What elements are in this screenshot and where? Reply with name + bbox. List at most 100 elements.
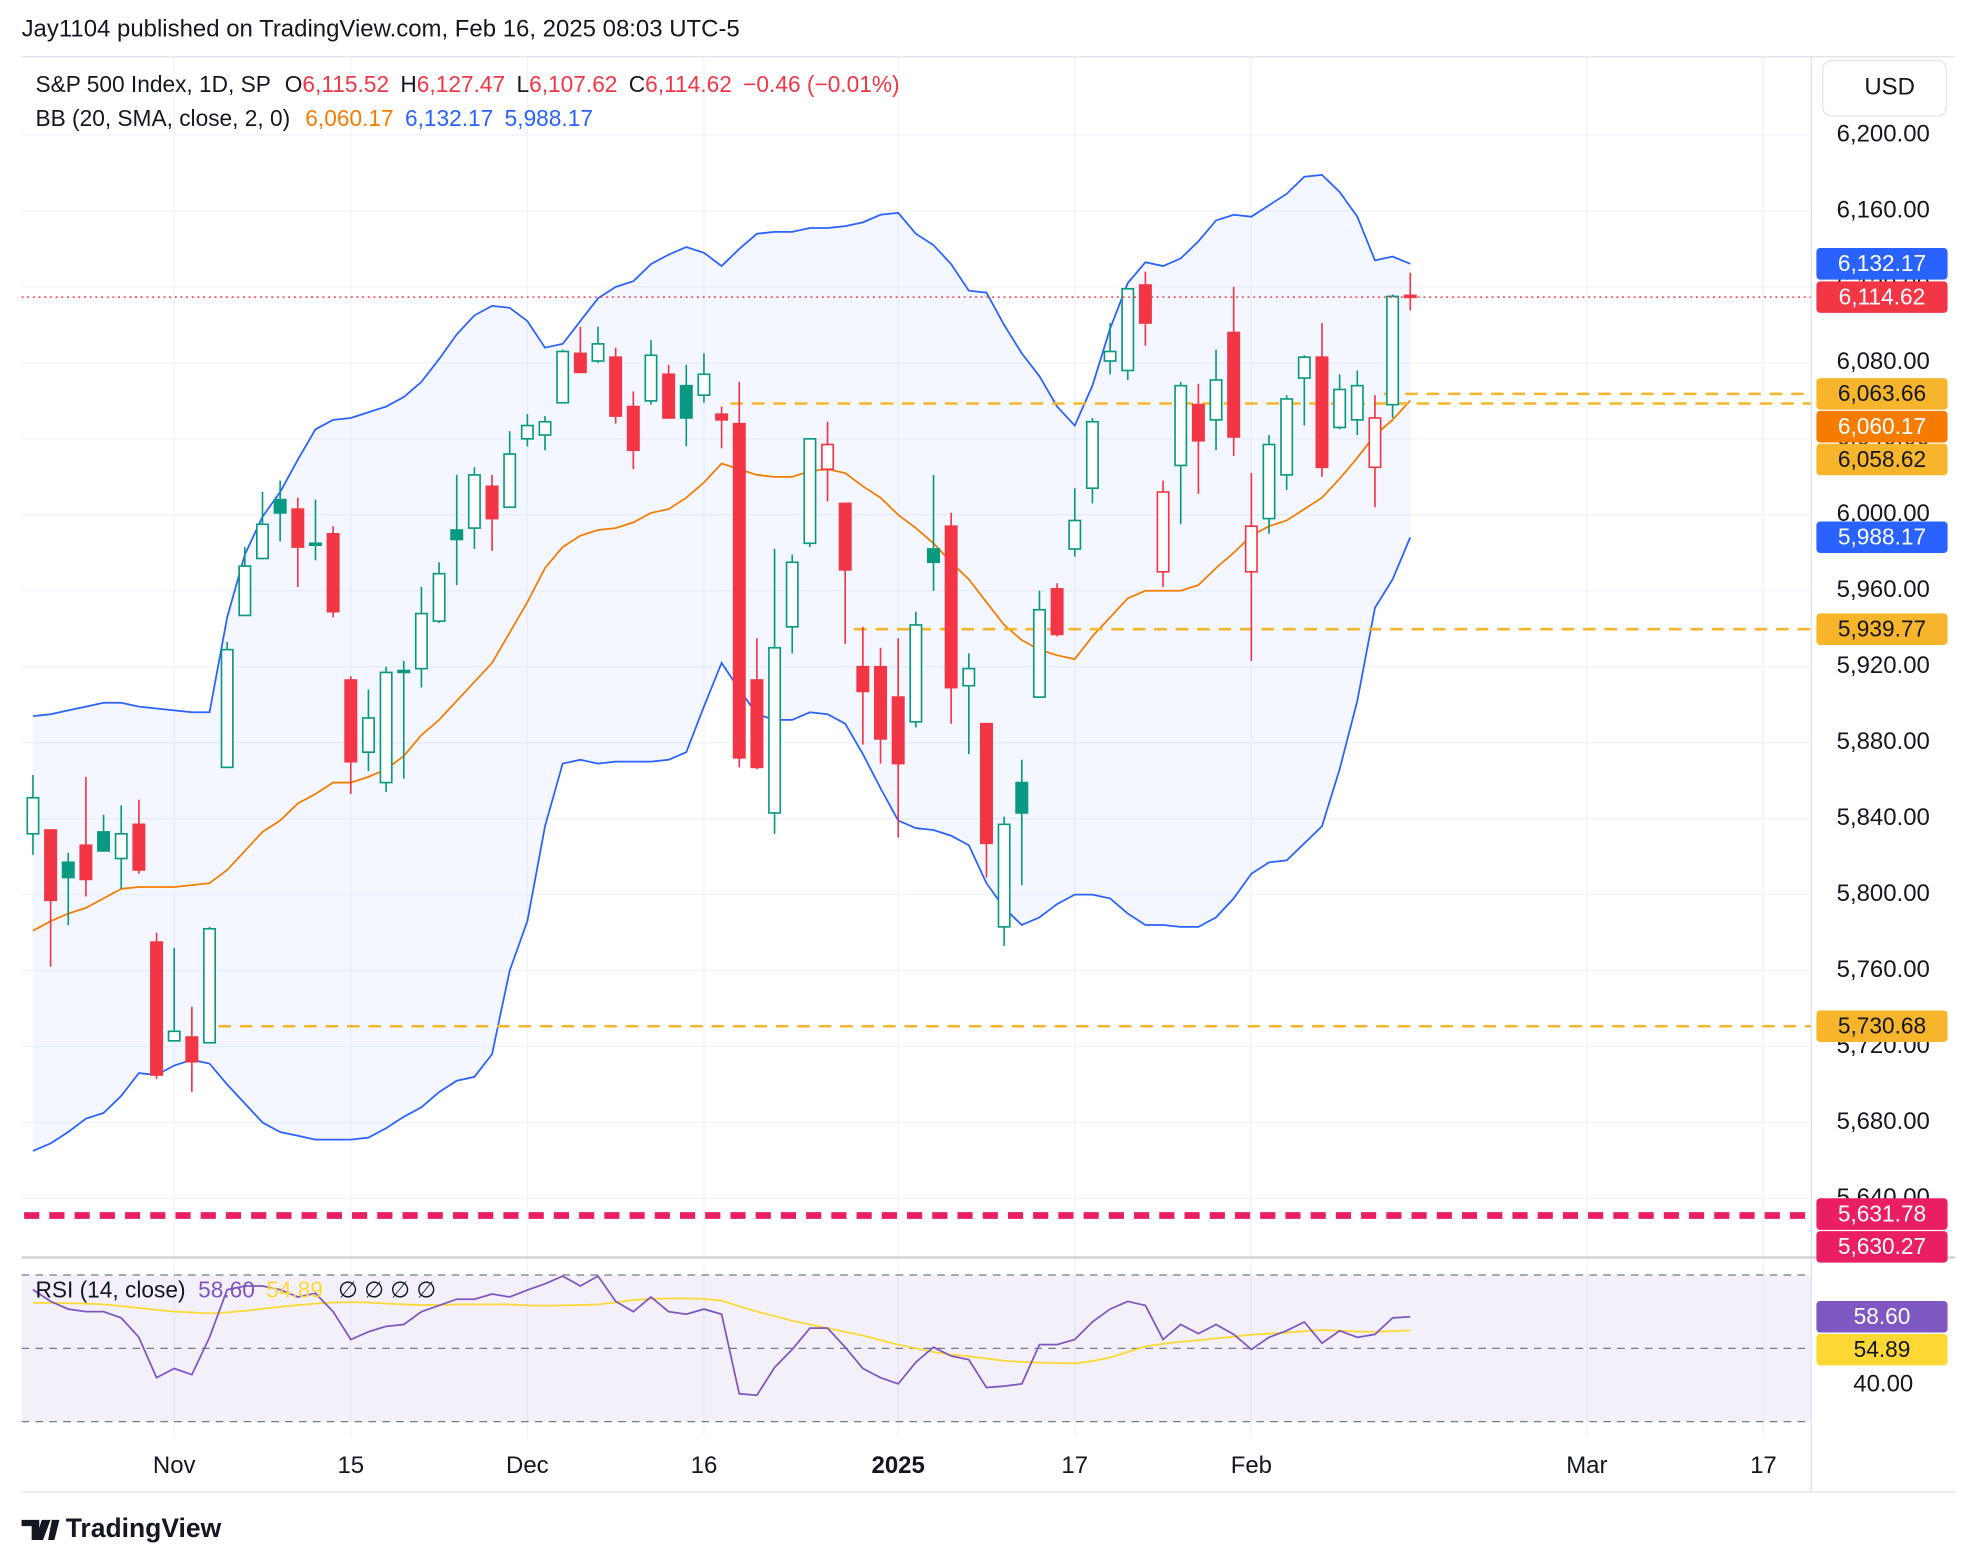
currency-label[interactable]: USD [1864, 74, 1915, 101]
legend-key: H [400, 71, 416, 97]
legend-symbol-line: S&P 500 Index, 1D, SP O6,115.52 H6,127.47 L… [35, 71, 899, 97]
price-label: 6,132.17 [1838, 250, 1926, 276]
grid [21, 56, 1812, 1438]
candle-body [450, 529, 464, 541]
candle-body [150, 941, 164, 1076]
legend-bb-value: 6,060.17 [305, 105, 393, 131]
price-label: 5,939.77 [1838, 615, 1926, 641]
rsi-line [32, 1297, 1411, 1365]
candle-body [1174, 384, 1188, 467]
candle-body [114, 833, 128, 860]
y-tick-label: 5,680.00 [1837, 1108, 1930, 1135]
price-label: 5,630.27 [1838, 1233, 1926, 1259]
brand-name: TradingView [66, 1513, 222, 1543]
candle-body [256, 523, 269, 560]
y-tick-label: 6,080.00 [1837, 348, 1930, 375]
legend-value: 6,114.62 [645, 71, 732, 97]
candle-body [856, 665, 870, 693]
candle-body [1280, 398, 1294, 476]
candle-body [1350, 384, 1364, 421]
currency-button[interactable] [1822, 59, 1947, 117]
candle-body [1386, 295, 1400, 406]
y-tick-label: 40.00 [1853, 1370, 1913, 1397]
x-tick-label: Mar [1566, 1452, 1607, 1479]
candle-body [432, 572, 446, 622]
price-label-bg [1816, 613, 1948, 645]
candle-body [1209, 379, 1223, 421]
candle-body [414, 612, 428, 670]
bb-basis [32, 399, 1411, 932]
price-label-bg [1816, 378, 1948, 410]
legend-change: −0.46 (−0.01%) [743, 71, 899, 97]
price-label-bg [1816, 1301, 1948, 1333]
candle-body [361, 717, 375, 753]
candle-body [785, 561, 799, 628]
candle-body [1156, 491, 1170, 573]
candle-body [821, 443, 835, 471]
candle-body [556, 350, 570, 404]
candle-body [1085, 420, 1099, 490]
candle-body [485, 485, 499, 520]
candle-body [803, 438, 817, 545]
y-tick-label: 6,200.00 [1837, 120, 1930, 147]
price-label-bg [1816, 1010, 1948, 1043]
candle-body [891, 696, 905, 765]
legend-key: C [629, 71, 645, 97]
plot [21, 173, 1812, 1423]
candle-body [61, 861, 75, 879]
y-tick-label: 5,760.00 [1837, 956, 1930, 983]
legend-rsi-value: 58.60 [198, 1277, 255, 1303]
price-label: 5,730.68 [1838, 1013, 1926, 1039]
price-label-bg [1816, 248, 1948, 280]
price-label-bg [1816, 1198, 1948, 1230]
x-tick-label: 15 [337, 1452, 364, 1479]
candle-body [1297, 356, 1311, 379]
legend-rsi-label: RSI (14, close) [35, 1277, 185, 1303]
price-label-bg [1816, 410, 1948, 443]
legend-bb-value: 5,988.17 [505, 105, 593, 131]
candle-body [238, 565, 252, 617]
candle-body [838, 502, 852, 571]
candle-body [185, 1036, 199, 1063]
candle-body [874, 665, 888, 740]
candle-body [679, 384, 693, 419]
x-tick-label: 16 [691, 1452, 718, 1479]
y-tick-label: 5,800.00 [1837, 880, 1930, 907]
candle-body [979, 722, 993, 845]
candle-body [1191, 403, 1205, 442]
price-label: 6,063.66 [1838, 380, 1926, 406]
candle-body [1121, 287, 1135, 372]
candle-body [750, 679, 764, 769]
x-tick-label: Dec [506, 1452, 549, 1479]
price-label-bg [1816, 281, 1948, 313]
candle-body [1333, 388, 1347, 429]
candle-body [1032, 608, 1046, 698]
candle-body [344, 679, 358, 763]
bb-lower [32, 536, 1412, 1152]
price-label-bg [1816, 521, 1948, 554]
candle-body [308, 542, 322, 546]
candle-body [467, 474, 481, 529]
price-label: 6,060.17 [1838, 413, 1926, 439]
x-tick-label: Nov [153, 1452, 196, 1479]
candle-body [1138, 284, 1152, 324]
x-tick-label: 17 [1061, 1452, 1088, 1479]
logo-mark [21, 1519, 60, 1541]
candle-body [203, 927, 217, 1044]
candle-body [1403, 294, 1417, 299]
candle-body [273, 498, 287, 514]
brand-logo: TradingView [21, 1513, 222, 1543]
candle-body [326, 532, 340, 613]
candle-body [962, 667, 976, 687]
candle-body [1227, 331, 1241, 438]
candle-body [1050, 588, 1064, 636]
legend-bb-value: 6,132.17 [405, 105, 493, 131]
candle-body [291, 508, 305, 548]
legend-rsi-value: 54.89 [266, 1277, 323, 1303]
candle-body [44, 829, 58, 902]
candle-body [1068, 519, 1082, 550]
axes: USD [21, 56, 1956, 1493]
legend-key: L [516, 71, 529, 97]
candle-body [997, 823, 1011, 928]
